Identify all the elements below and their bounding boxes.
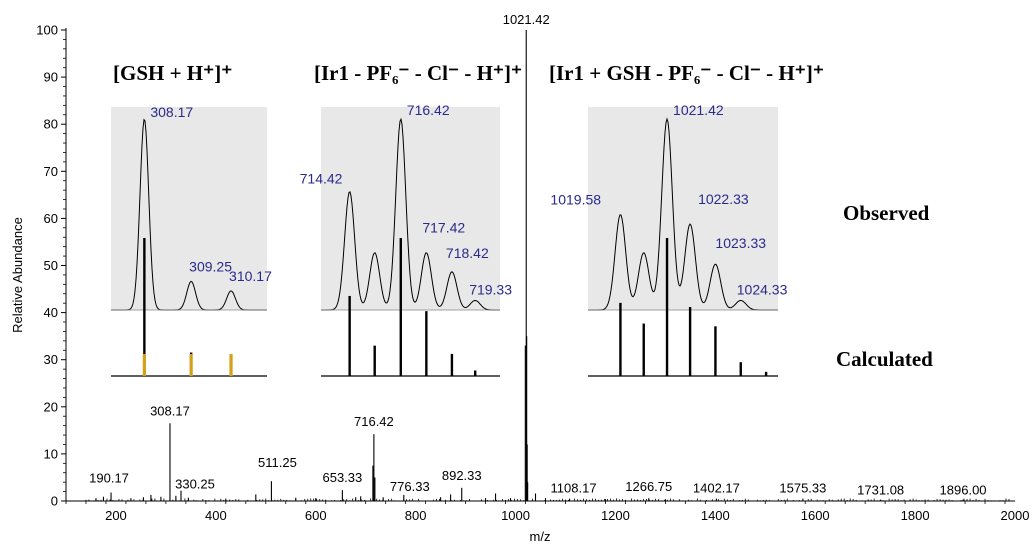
inset-title-ir1-gsh: [Ir1 + GSH - PF₆⁻ - Cl⁻ - H⁺]⁺ bbox=[549, 61, 824, 85]
peak-label: 716.42 bbox=[354, 414, 394, 429]
inset-calculated-highlight bbox=[142, 354, 146, 376]
peak-label: 190.17 bbox=[89, 471, 129, 486]
inset-calculated-highlight bbox=[189, 354, 193, 376]
inset-title-gsh: [GSH + H⁺]⁺ bbox=[113, 61, 232, 85]
x-axis-title: m/z bbox=[530, 529, 551, 544]
inset-peak-label: 714.42 bbox=[300, 171, 343, 187]
y-tick-label: 60 bbox=[44, 211, 58, 226]
inset-peak-label: 1024.33 bbox=[737, 281, 788, 297]
inset-peak-label: 309.25 bbox=[189, 258, 232, 274]
inset-calculated-stick bbox=[642, 323, 645, 376]
y-tick-label: 50 bbox=[44, 258, 58, 273]
inset-calculated-stick bbox=[739, 362, 742, 376]
inset-calculated-stick bbox=[425, 311, 428, 376]
inset-calculated-stick bbox=[714, 326, 717, 376]
peak-labels: 190.17 308.17 330.25 511.25 653.33 716.42 776.… bbox=[89, 12, 986, 498]
inset-calculated-stick bbox=[473, 370, 477, 376]
inset-calculated-stick bbox=[450, 353, 454, 376]
inset-calculated-stick bbox=[348, 295, 351, 376]
inset-calculated-highlight bbox=[229, 354, 233, 376]
inset-calculated-stick bbox=[619, 302, 622, 376]
inset-title-ir1: [Ir1 - PF₆⁻ - Cl⁻ - H⁺]⁺ bbox=[314, 61, 522, 85]
inset-observed-profile bbox=[321, 117, 500, 311]
x-tick-label: 800 bbox=[405, 508, 427, 523]
y-tick-label: 10 bbox=[44, 446, 58, 461]
inset-calculated-stick bbox=[688, 307, 692, 376]
inset-peak-label: 1022.33 bbox=[698, 191, 749, 207]
x-tick-label: 1000 bbox=[501, 508, 530, 523]
peak-label: 1021.42 bbox=[503, 12, 550, 27]
peak-label: 776.33 bbox=[390, 479, 430, 494]
peak-label: 1896.00 bbox=[940, 483, 987, 498]
peak-label: 1731.08 bbox=[857, 483, 904, 498]
spectrum-peaks bbox=[85, 30, 1010, 501]
inset-peak-label: 310.17 bbox=[229, 268, 272, 284]
y-tick-label: 30 bbox=[44, 352, 58, 367]
y-tick-label: 80 bbox=[44, 117, 58, 132]
peak-label: 653.33 bbox=[322, 470, 362, 485]
inset-calculated-stick bbox=[143, 238, 146, 376]
inset-peak-label: 718.42 bbox=[446, 245, 489, 261]
peak-label: 330.25 bbox=[175, 477, 215, 492]
x-tick-label: 600 bbox=[305, 508, 327, 523]
x-tick-label: 1800 bbox=[901, 508, 930, 523]
inset-observed-profile bbox=[111, 118, 267, 311]
x-tick-label: 200 bbox=[105, 508, 127, 523]
inset-observed-profile bbox=[588, 117, 778, 311]
inset-peak-label: 719.33 bbox=[469, 281, 512, 297]
inset-observed-background bbox=[111, 107, 267, 310]
y-tick-label: 100 bbox=[36, 23, 58, 38]
inset-peak-label: 717.42 bbox=[422, 220, 465, 236]
peak-label: 1575.33 bbox=[779, 481, 826, 496]
x-tick-label: 1400 bbox=[701, 508, 730, 523]
y-tick-label: 20 bbox=[44, 399, 58, 414]
peak-label: 308.17 bbox=[150, 403, 190, 418]
peak-label: 892.33 bbox=[442, 468, 482, 483]
y-tick-label: 0 bbox=[51, 494, 58, 509]
y-axis-title: Relative Abundance bbox=[10, 217, 25, 333]
axes: 0 10 20 30 40 50 60 70 80 90 100 200 400 600 800 1000 12… bbox=[36, 23, 1029, 524]
x-tick-label: 400 bbox=[205, 508, 227, 523]
observed-label: Observed bbox=[843, 201, 930, 225]
y-tick-label: 90 bbox=[44, 70, 58, 85]
inset-peak-label: 1023.33 bbox=[715, 235, 766, 251]
calculated-label: Calculated bbox=[836, 347, 933, 371]
inset-peak-label: 308.17 bbox=[150, 104, 193, 120]
inset-calculated-stick bbox=[399, 238, 402, 376]
peak-label: 1266.75 bbox=[625, 479, 672, 494]
inset-observed-background bbox=[588, 107, 778, 310]
peak-label: 1108.17 bbox=[551, 481, 597, 496]
x-tick-label: 1600 bbox=[801, 508, 830, 523]
peak-label: 511.25 bbox=[258, 455, 297, 470]
peak-label: 1402.17 bbox=[693, 481, 740, 496]
inset-calculated-stick bbox=[373, 345, 376, 376]
inset-peak-label: 1021.42 bbox=[673, 102, 724, 118]
inset-calculated-stick bbox=[665, 238, 669, 376]
inset-peak-label: 716.42 bbox=[407, 102, 450, 118]
x-tick-label: 2000 bbox=[1001, 508, 1030, 523]
y-tick-label: 70 bbox=[44, 164, 58, 179]
inset-peak-label: 1019.58 bbox=[550, 192, 601, 208]
inset-calculated-stick bbox=[764, 371, 768, 376]
y-tick-label: 40 bbox=[44, 305, 58, 320]
x-tick-label: 1200 bbox=[601, 508, 630, 523]
